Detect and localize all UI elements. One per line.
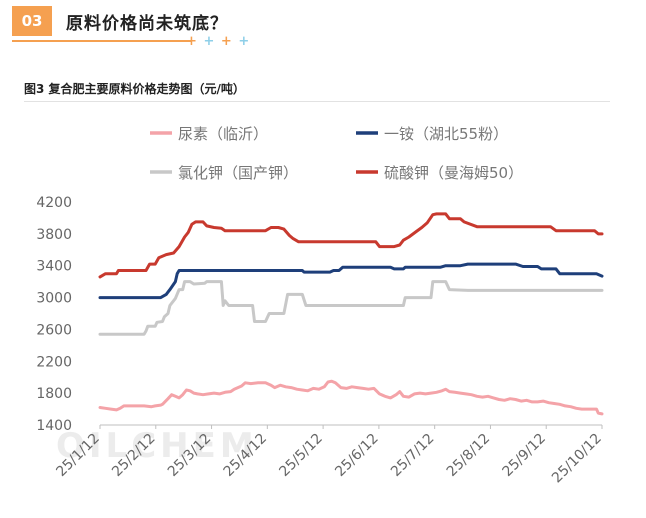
x-tick-label: 25/1/12 xyxy=(53,431,102,480)
x-tick-label: 25/10/12 xyxy=(549,431,605,487)
y-tick-label: 3800 xyxy=(36,227,72,243)
legend-label: 尿素（临沂） xyxy=(178,125,268,143)
section-number-badge: 03 xyxy=(12,6,52,36)
y-tick-label: 3400 xyxy=(36,259,72,275)
y-tick-label: 4200 xyxy=(36,195,72,211)
y-tick-label: 1800 xyxy=(36,386,72,402)
x-tick-label: 25/8/12 xyxy=(444,431,493,480)
y-tick-label: 2200 xyxy=(36,354,72,370)
plus-icon: + xyxy=(203,34,216,49)
x-tick-label: 25/5/12 xyxy=(276,431,325,480)
x-tick-label: 25/2/12 xyxy=(109,431,158,480)
x-tick-label: 25/6/12 xyxy=(332,431,381,480)
x-tick-label: 25/4/12 xyxy=(221,431,270,480)
x-tick-label: 25/7/12 xyxy=(388,431,437,480)
figure-title: 图3 复合肥主要原料价格走势图（元/吨） xyxy=(24,82,245,96)
plus-icon: + xyxy=(238,34,251,49)
series-line xyxy=(98,262,604,300)
y-tick-label: 1400 xyxy=(36,418,72,434)
plus-icon: + xyxy=(220,34,233,49)
decoration-plus-icons: + + + + xyxy=(186,34,250,49)
y-tick-label: 3000 xyxy=(36,291,72,307)
plus-icon: + xyxy=(186,34,198,49)
series-line xyxy=(98,212,604,279)
section-underline xyxy=(12,40,192,42)
legend-label: 硫酸钾（曼海姆50） xyxy=(384,164,523,182)
series-line xyxy=(98,280,604,336)
figure-divider xyxy=(24,101,610,102)
watermark: OILCHEM xyxy=(56,426,258,466)
x-tick-label: 25/9/12 xyxy=(500,431,549,480)
legend-label: 一铵（湖北55粉） xyxy=(384,125,508,143)
legend-label: 氯化钾（国产钾） xyxy=(178,164,298,182)
x-tick-label: 25/3/12 xyxy=(165,431,214,480)
y-tick-label: 2600 xyxy=(36,322,72,338)
series-line xyxy=(98,379,604,416)
section-title: 原料价格尚未筑底？ xyxy=(66,14,228,34)
